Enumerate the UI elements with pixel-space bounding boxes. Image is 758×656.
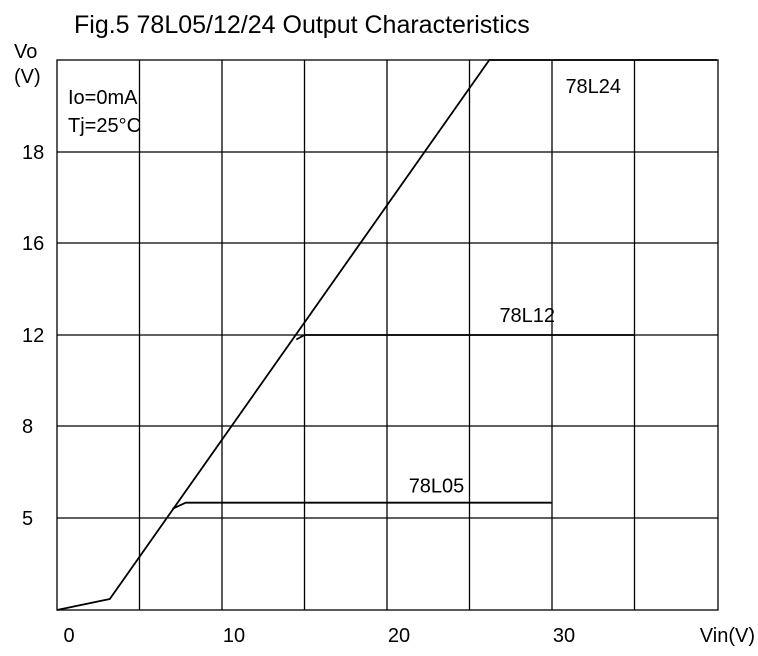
y-tick-label: 8	[22, 416, 33, 438]
curves	[56, 59, 717, 611]
condition-tj: Tj=25°C	[68, 115, 141, 137]
series-label-78l24: 78L24	[565, 76, 621, 98]
series-line-78l24	[56, 59, 717, 611]
x-tick-label: 0	[63, 625, 74, 647]
series-label-78l05: 78L05	[409, 476, 465, 498]
chart-title: Fig.5 78L05/12/24 Output Characteristics	[74, 11, 530, 39]
tick-labels: 0 10 20 30 5 8 12 16 18	[22, 142, 575, 647]
y-tick-label: 5	[22, 508, 33, 530]
condition-io: Io=0mA	[68, 87, 138, 109]
y-axis-label-unit: (V)	[14, 66, 41, 88]
x-tick-label: 30	[553, 625, 575, 647]
y-tick-label: 16	[22, 233, 44, 255]
series-line-78l05	[172, 501, 552, 510]
x-tick-label: 20	[388, 625, 410, 647]
series-line-78l12	[295, 334, 635, 341]
series-labels: 78L24 78L12 78L05	[409, 76, 621, 498]
y-axis-label-top: Vo	[14, 41, 37, 63]
y-tick-label: 12	[22, 325, 44, 347]
y-tick-label: 18	[22, 142, 44, 164]
series-label-78l12: 78L12	[499, 305, 555, 327]
x-axis-label: Vin(V)	[700, 625, 755, 647]
x-tick-label: 10	[223, 625, 245, 647]
